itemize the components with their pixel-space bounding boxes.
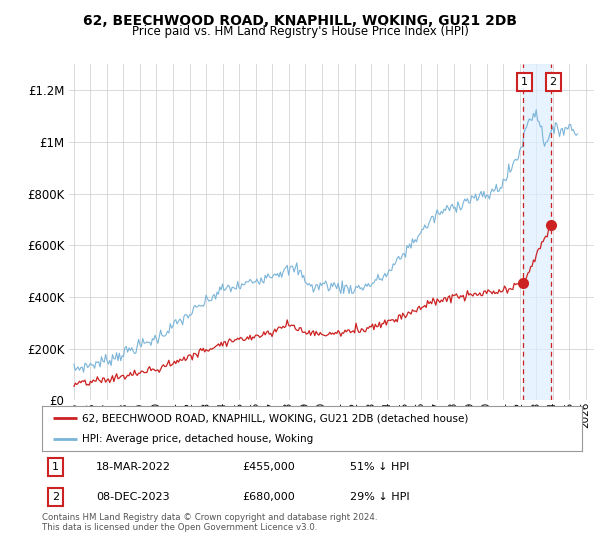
Text: 08-DEC-2023: 08-DEC-2023 <box>96 492 170 502</box>
Text: 18-MAR-2022: 18-MAR-2022 <box>96 462 171 472</box>
Bar <box>523 64 551 400</box>
Text: Contains HM Land Registry data © Crown copyright and database right 2024.
This d: Contains HM Land Registry data © Crown c… <box>42 513 377 533</box>
Text: 51% ↓ HPI: 51% ↓ HPI <box>350 462 409 472</box>
Text: 1: 1 <box>521 77 529 87</box>
Text: 1: 1 <box>52 462 59 472</box>
Text: Price paid vs. HM Land Registry's House Price Index (HPI): Price paid vs. HM Land Registry's House … <box>131 25 469 38</box>
Text: 2: 2 <box>52 492 59 502</box>
Text: 62, BEECHWOOD ROAD, KNAPHILL, WOKING, GU21 2DB: 62, BEECHWOOD ROAD, KNAPHILL, WOKING, GU… <box>83 14 517 28</box>
Text: £680,000: £680,000 <box>242 492 295 502</box>
Text: 29% ↓ HPI: 29% ↓ HPI <box>350 492 409 502</box>
Text: £455,000: £455,000 <box>242 462 295 472</box>
Text: 2: 2 <box>550 77 557 87</box>
Text: 62, BEECHWOOD ROAD, KNAPHILL, WOKING, GU21 2DB (detached house): 62, BEECHWOOD ROAD, KNAPHILL, WOKING, GU… <box>83 413 469 423</box>
Text: HPI: Average price, detached house, Woking: HPI: Average price, detached house, Woki… <box>83 433 314 444</box>
